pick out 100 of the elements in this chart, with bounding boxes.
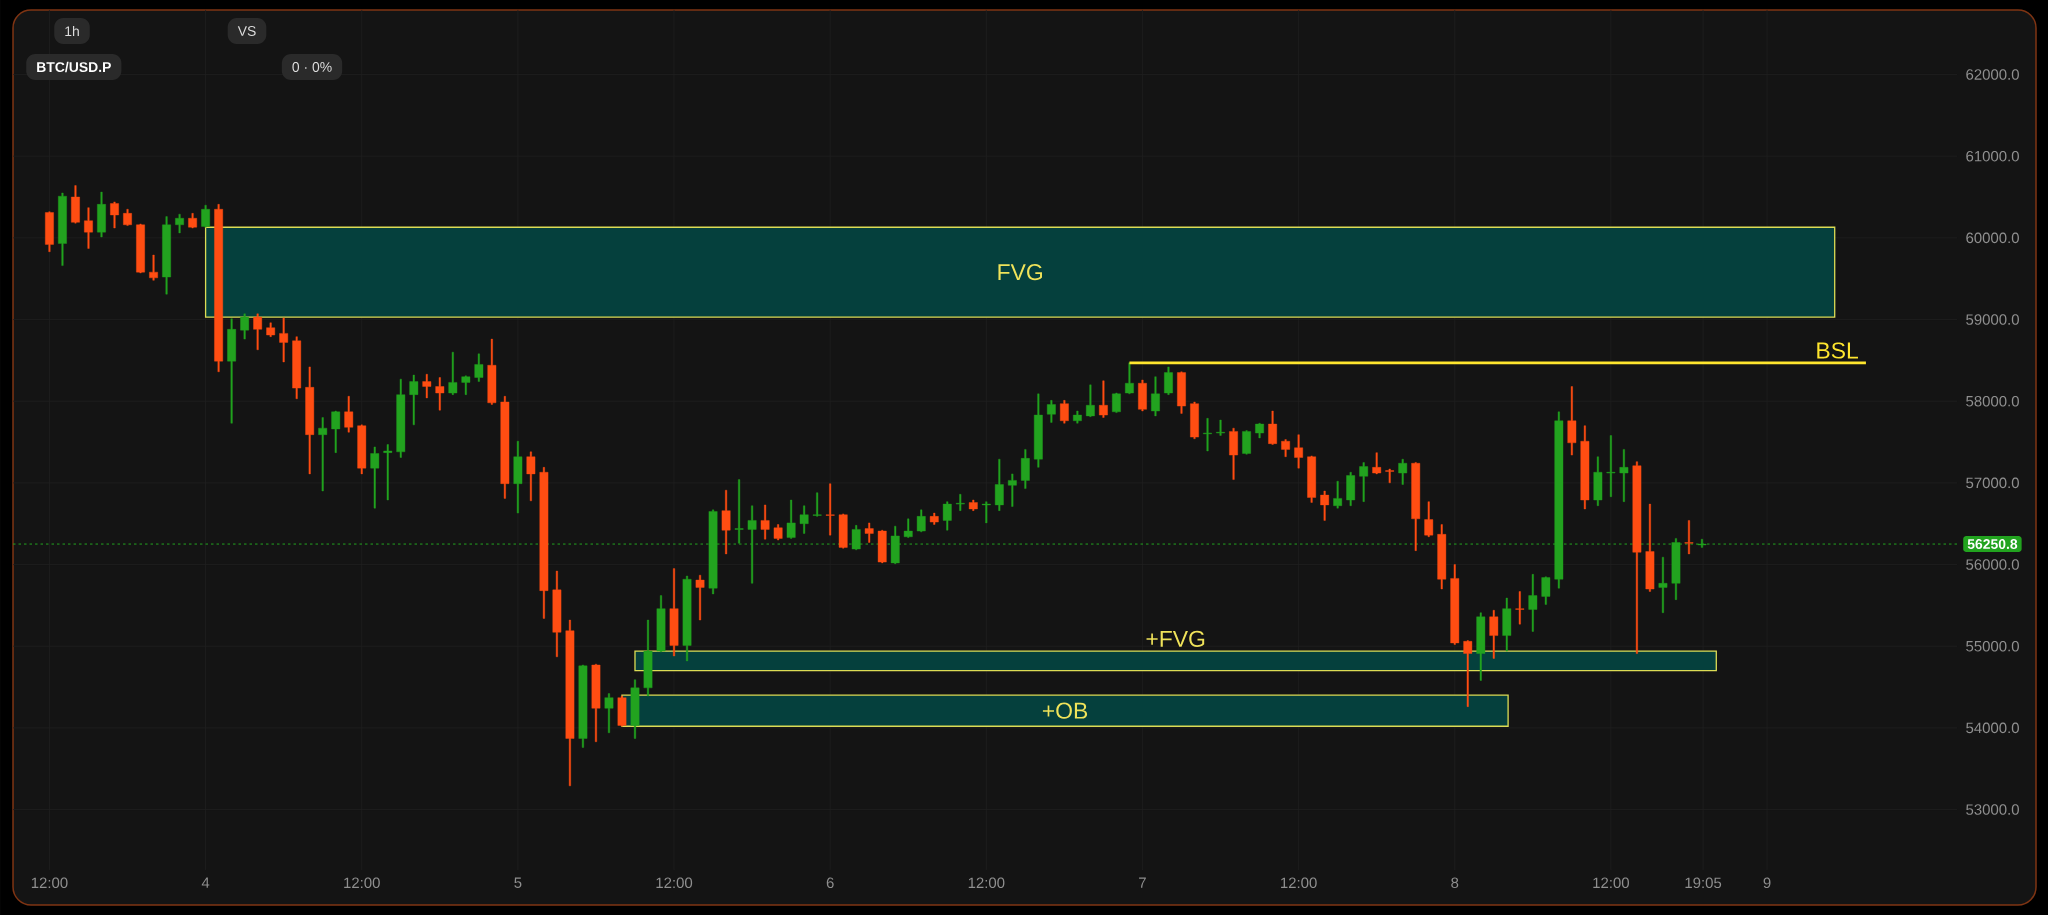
candlestick — [58, 192, 67, 266]
x-tick-label: 12:00 — [31, 877, 68, 889]
candlestick — [305, 366, 315, 475]
candlestick — [1034, 393, 1043, 468]
candlestick — [1411, 462, 1421, 551]
candlestick — [396, 378, 406, 458]
candlestick — [110, 201, 119, 229]
candlestick — [1242, 430, 1251, 455]
x-tick-label: 12:00 — [656, 877, 693, 889]
candlestick — [1515, 591, 1525, 625]
y-tick-label: 53000.0 — [1966, 804, 2019, 815]
candlestick — [487, 338, 497, 405]
candlestick — [1619, 449, 1629, 502]
candlestick — [1216, 419, 1225, 436]
x-tick-label: 4 — [201, 877, 210, 888]
candlestick — [656, 595, 666, 653]
candlestick — [201, 204, 210, 228]
candlestick — [1346, 472, 1356, 506]
text: BTC/USD.P — [37, 61, 111, 73]
candlestick — [84, 207, 93, 249]
candlestick — [318, 417, 328, 492]
candlestick — [474, 353, 484, 382]
candlestick — [838, 513, 848, 549]
candlestick — [981, 501, 991, 524]
candlestick — [253, 313, 263, 350]
candlestick — [1151, 376, 1160, 417]
x-tick-label: 12:00 — [1593, 877, 1629, 889]
candlestick — [682, 575, 692, 662]
candlestick — [1268, 410, 1277, 445]
candlestick — [513, 441, 523, 514]
candlestick — [539, 467, 549, 619]
candlestick — [1450, 564, 1460, 645]
candlestick — [929, 512, 939, 525]
candlestick — [1359, 462, 1369, 502]
candlestick — [825, 483, 835, 536]
candlestick — [1385, 468, 1395, 484]
candlestick — [916, 509, 926, 533]
candlestick — [1138, 379, 1147, 412]
candlestick — [1580, 425, 1590, 510]
candlestick — [669, 568, 679, 657]
candlestick — [760, 504, 770, 540]
y-tick-label: 59000.0 — [1966, 314, 2019, 325]
candlestick — [1190, 401, 1199, 439]
candlestick — [1437, 524, 1447, 590]
candlestick — [370, 446, 380, 509]
candlestick — [1489, 610, 1499, 659]
candlestick — [1073, 410, 1082, 424]
candlestick — [1684, 520, 1694, 555]
candlestick — [1632, 461, 1642, 654]
candlestick — [1281, 439, 1290, 457]
candlestick — [578, 664, 588, 748]
candlestick — [227, 318, 236, 424]
candlestick — [240, 313, 249, 340]
candlestick — [721, 490, 731, 555]
candlestick — [773, 524, 783, 541]
candlestick — [1645, 503, 1655, 592]
candlestick — [1255, 423, 1264, 439]
candlestick — [526, 451, 536, 502]
candlestick — [162, 216, 171, 295]
x-tick-label: 9 — [1763, 877, 1771, 889]
candlestick — [1177, 371, 1186, 414]
annotation: 0 · 0% — [292, 62, 332, 72]
candlestick — [97, 191, 106, 238]
x-tick-label: 12:00 — [1281, 877, 1317, 889]
text: +FVG — [1146, 630, 1205, 647]
candlestick — [136, 223, 145, 274]
candlestick — [617, 695, 627, 727]
y-tick-label: 57000.0 — [1966, 477, 2019, 489]
x-tick-label: 19:05 — [1685, 877, 1722, 889]
candlestick — [1541, 576, 1551, 605]
candlestick — [942, 501, 952, 531]
y-tick-label: 61000.0 — [1966, 150, 2019, 162]
candlestick — [435, 377, 445, 411]
y-tick-label: 60000.0 — [1966, 232, 2019, 244]
candlestick — [149, 254, 158, 281]
x-tick-label: 7 — [1139, 877, 1146, 888]
series-label: BSL — [1817, 342, 1858, 359]
candlestick — [1112, 392, 1121, 413]
candlestick — [812, 492, 822, 517]
candlestick — [266, 322, 276, 337]
candlestick — [630, 679, 640, 739]
candlestick — [1567, 386, 1577, 456]
y-tick-label: 55000.0 — [1966, 640, 2019, 652]
candlestick — [1164, 366, 1173, 395]
candlestick — [1294, 434, 1303, 469]
candlestick — [357, 424, 367, 475]
x-tick-label: 5 — [514, 877, 522, 888]
candlestick — [1463, 640, 1473, 707]
candlestick — [279, 317, 289, 363]
candlestick — [1502, 597, 1512, 652]
candlestick — [461, 375, 471, 395]
y-tick-label: 56000.0 — [1966, 559, 2019, 570]
candlestick — [604, 693, 614, 733]
x-tick-label: 12:00 — [968, 877, 1005, 889]
candlestick — [1424, 501, 1434, 537]
candlestick — [1320, 490, 1329, 521]
candlestick — [1658, 556, 1668, 613]
candlestick — [1476, 612, 1486, 681]
candlestick — [1606, 435, 1616, 497]
candlestick — [344, 396, 354, 433]
